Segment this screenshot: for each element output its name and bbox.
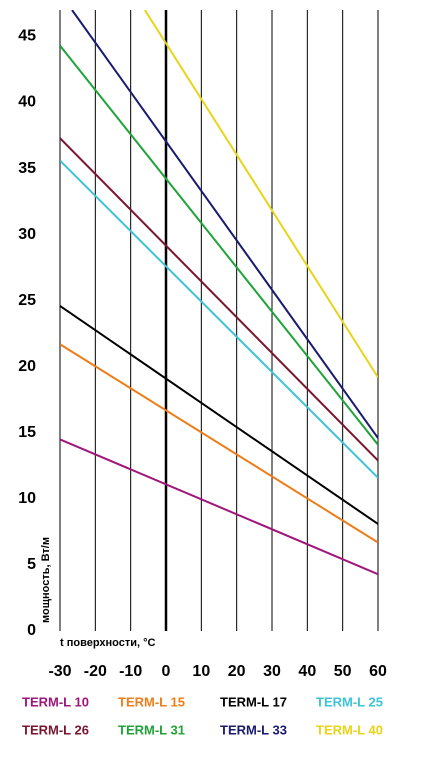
legend-entry: TERM-L 26 xyxy=(22,722,89,737)
x-tick-label: 20 xyxy=(228,663,246,680)
y-tick-label: 0 xyxy=(27,622,36,639)
series-line xyxy=(143,10,378,378)
y-tick-label: 45 xyxy=(18,28,36,45)
legend-entry: TERM-L 15 xyxy=(118,694,185,709)
x-tick-label: 0 xyxy=(162,663,171,680)
series-line xyxy=(60,438,378,576)
y-axis-label: мощность, Вт/м xyxy=(40,537,52,623)
x-tick-label: 40 xyxy=(298,663,316,680)
y-tick-label: 30 xyxy=(18,226,36,243)
legend-entry: TERM-L 33 xyxy=(220,722,287,737)
y-tick-label: 35 xyxy=(18,160,36,177)
x-tick-label: 30 xyxy=(263,663,281,680)
y-tick-label: 40 xyxy=(18,94,36,111)
x-axis-label: t поверхности, °С xyxy=(60,637,156,649)
series-line xyxy=(60,137,378,462)
y-tick-label: 15 xyxy=(18,424,36,441)
legend-entry: TERM-L 31 xyxy=(118,722,185,737)
legend-entry: TERM-L 25 xyxy=(316,694,383,709)
plot-lines xyxy=(60,10,378,576)
x-tick-label: -20 xyxy=(84,663,107,680)
legend-entry: TERM-L 40 xyxy=(316,722,383,737)
legend-entry: TERM-L 10 xyxy=(22,694,89,709)
series-line xyxy=(60,45,378,446)
x-tick-label: 60 xyxy=(369,663,387,680)
series-line xyxy=(60,159,378,479)
x-tick-label: 10 xyxy=(192,663,210,680)
series-line xyxy=(71,10,378,439)
series-line xyxy=(60,343,378,544)
x-tick-label: 50 xyxy=(334,663,352,680)
y-tick-label: 10 xyxy=(18,490,36,507)
y-tick-label: 5 xyxy=(27,556,36,573)
y-tick-label: 20 xyxy=(18,358,36,375)
y-tick-label: 25 xyxy=(18,292,36,309)
x-tick-label: -10 xyxy=(119,663,142,680)
x-tick-label: -30 xyxy=(48,663,71,680)
legend-entry: TERM-L 17 xyxy=(220,694,287,709)
series-line xyxy=(60,305,378,525)
